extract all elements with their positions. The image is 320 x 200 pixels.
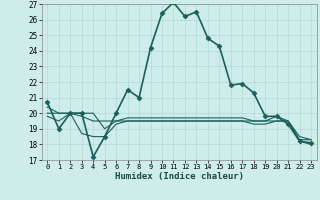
X-axis label: Humidex (Indice chaleur): Humidex (Indice chaleur) — [115, 172, 244, 181]
